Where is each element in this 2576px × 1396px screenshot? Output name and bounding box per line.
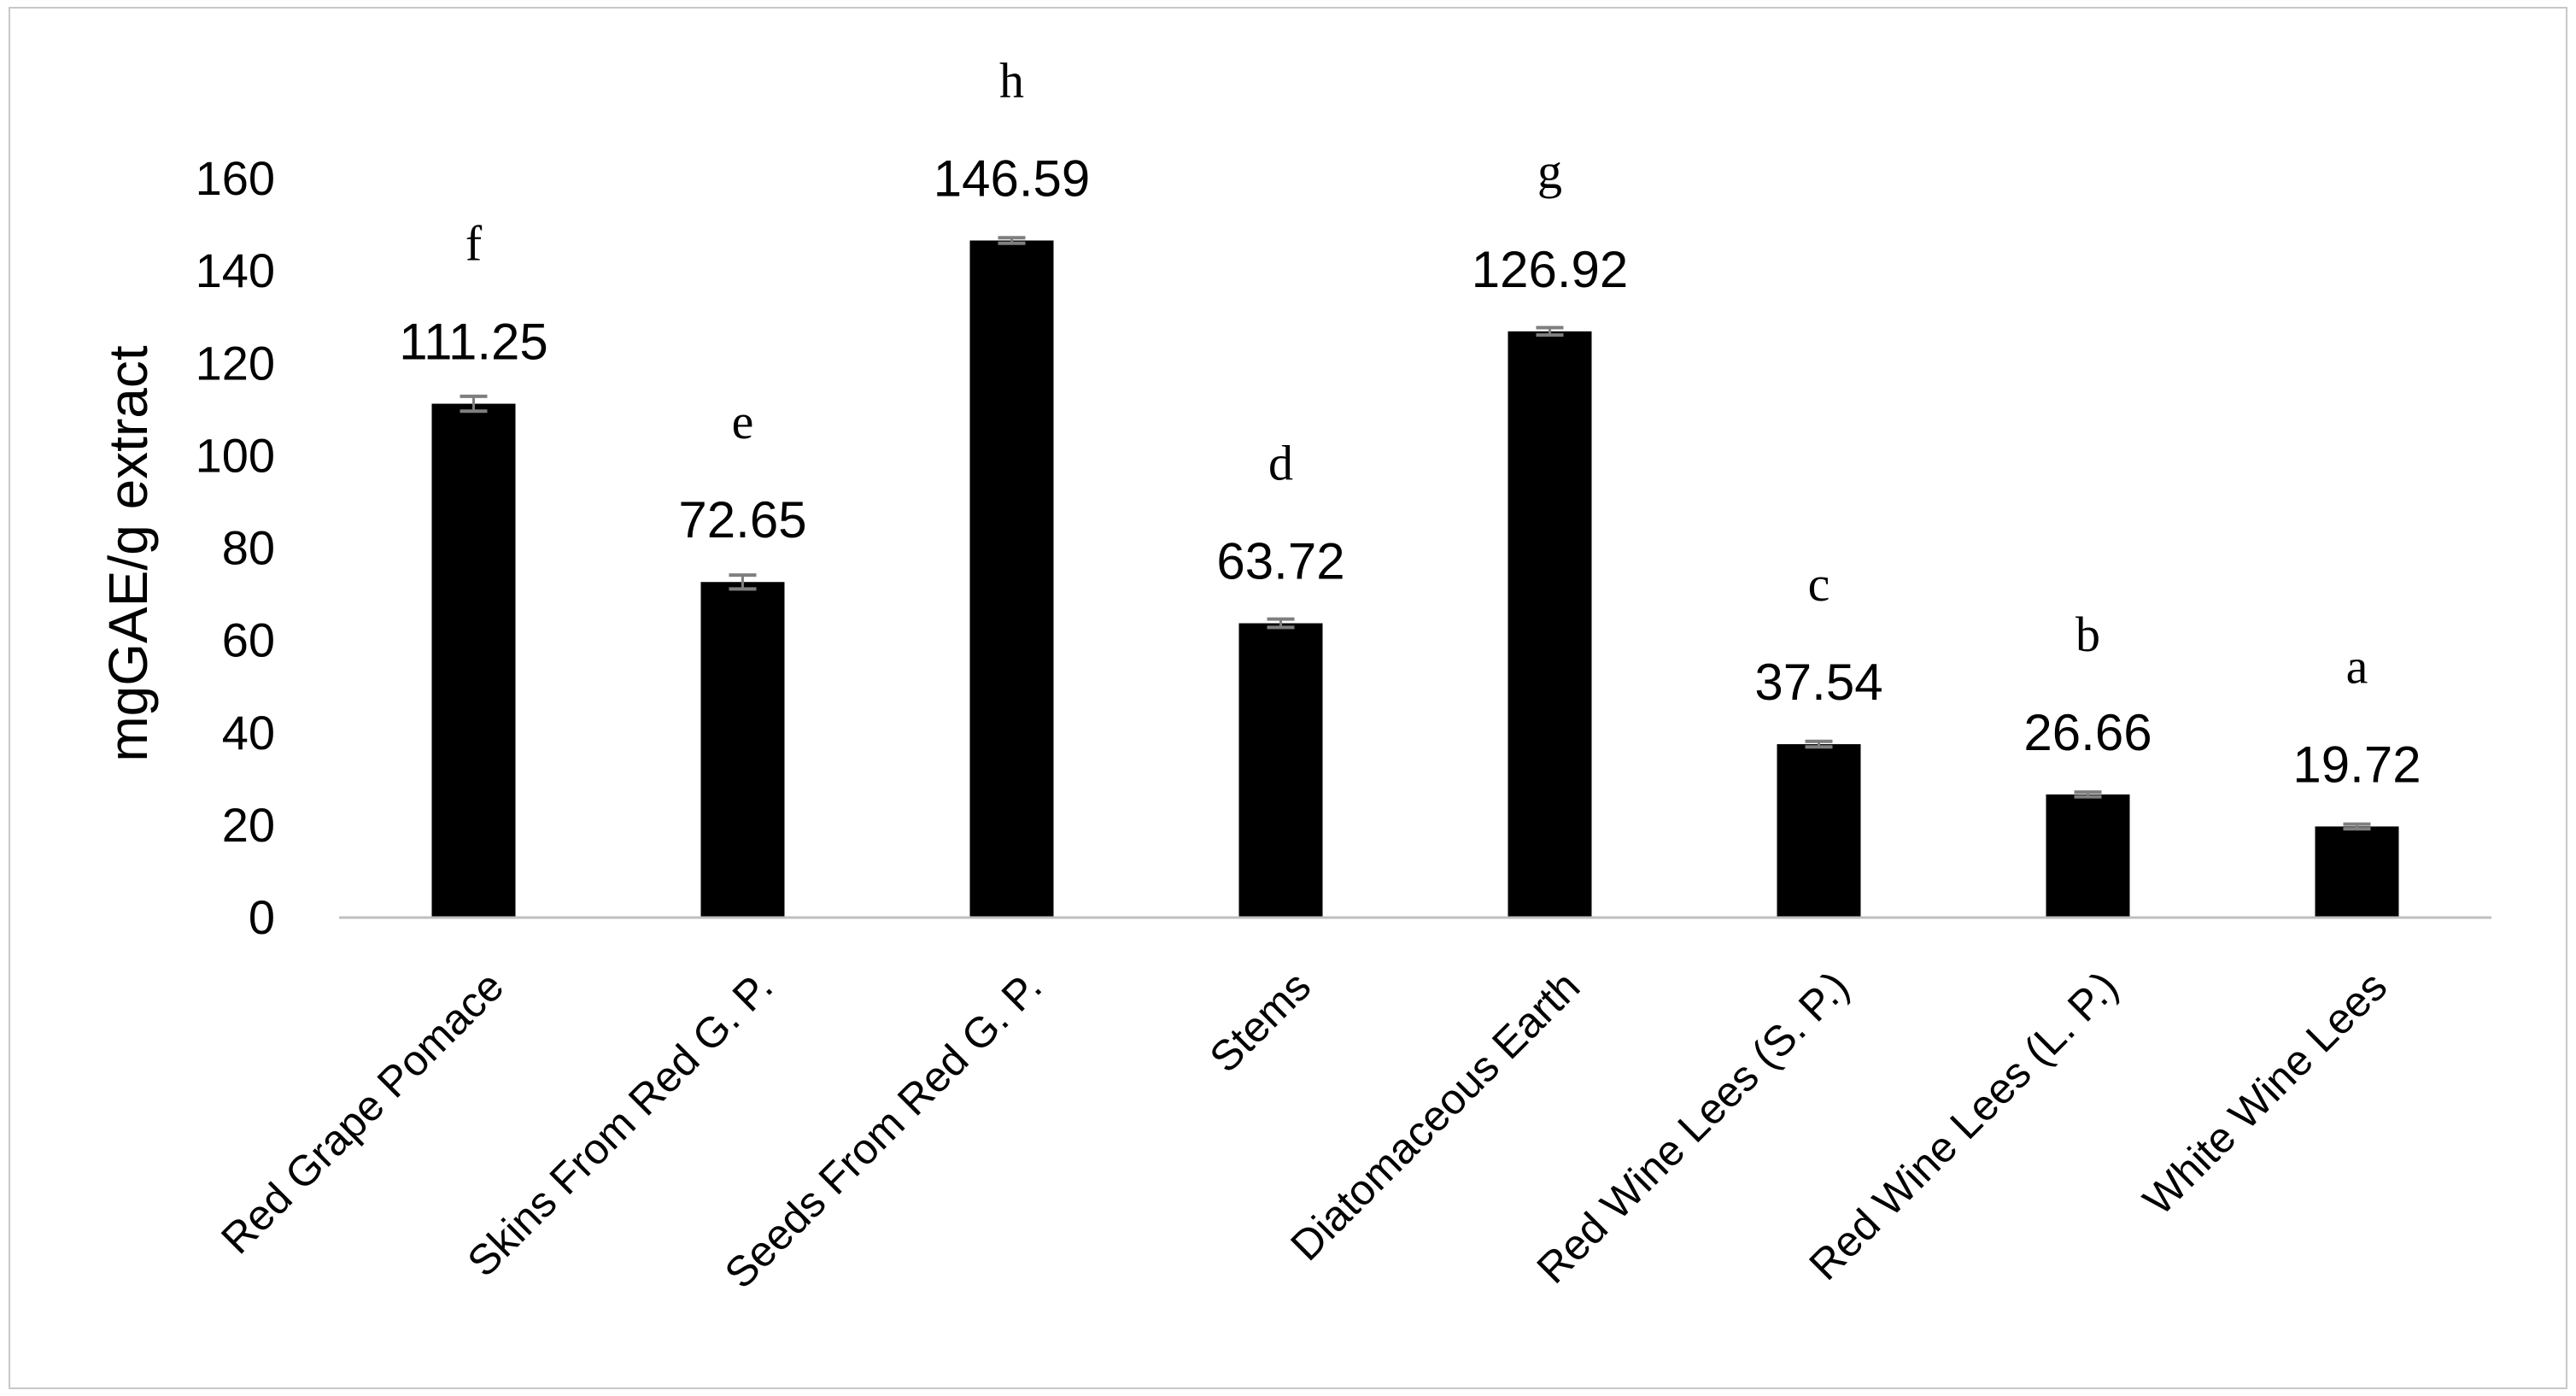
error-bars [460,236,2371,831]
data-label: 37.54 [1754,654,1882,711]
error-bar [1805,739,1833,749]
significance-letter: g [1537,144,1562,199]
y-tick-label: 80 [222,521,275,575]
category-label: Red Wine Lees (S. P.) [1528,962,1859,1293]
y-tick-label: 40 [222,706,275,760]
category-label: Skins From Red G. P. [458,962,782,1286]
y-tick-label: 100 [196,428,275,482]
y-tick-label: 0 [249,890,275,944]
data-label: 72.65 [678,491,806,548]
chart-frame: 0 20 40 60 80 100 120 140 160 111.25 72.65 146.59 6… [9,7,2567,1389]
significance-letter: f [465,216,483,272]
category-label: Red Grape Pomace [212,962,512,1263]
significance-letter: c [1808,556,1830,612]
error-bar [998,236,1026,245]
y-axis-ticks: 0 20 40 60 80 100 120 140 160 [196,151,275,944]
category-label: Seeds From Red G. P. [716,962,1051,1298]
y-tick-label: 120 [196,336,275,390]
bar-chart: 0 20 40 60 80 100 120 140 160 111.25 72.65 146.59 6… [97,52,2491,1298]
y-tick-label: 60 [222,613,275,667]
category-label: White Wine Lees [2134,962,2396,1224]
error-bar [1267,617,1295,630]
error-bar [729,573,757,591]
data-label: 111.25 [399,314,548,371]
bar [431,403,516,918]
significance-letter: d [1268,436,1293,491]
category-label: Diatomaceous Earth [1281,962,1589,1270]
significance-letter: h [999,52,1024,108]
bar [700,582,785,918]
significance-letter: a [2346,638,2368,694]
error-bar [2343,822,2371,831]
category-label: Red Wine Lees (L. P.) [1800,962,2127,1289]
bars [431,240,2399,918]
significance-letter: e [732,394,754,449]
data-label: 63.72 [1216,533,1344,590]
category-label: Stems [1200,962,1320,1082]
error-bar [460,394,488,414]
data-label: 146.59 [934,150,1091,207]
bar [2046,794,2130,918]
y-axis-title: mgGAE/g extract [97,345,159,762]
y-tick-label: 20 [222,798,275,852]
data-label: 19.72 [2292,736,2421,793]
bar [1777,744,1861,918]
error-bar [1536,326,1564,337]
y-tick-label: 160 [196,151,275,205]
data-label: 26.66 [2023,704,2152,761]
data-label: 126.92 [1472,241,1629,298]
y-tick-label: 140 [196,243,275,297]
bar [1238,623,1323,918]
error-bar [2074,790,2102,799]
significance-letter: b [2075,607,2100,662]
data-labels: 111.25 72.65 146.59 63.72 126.92 37.54 26.66 19… [399,150,2421,793]
bar [969,240,1054,918]
bar [2315,826,2399,918]
significance-letters: f e h d g c b a [465,52,2368,694]
bar [1508,331,1592,918]
